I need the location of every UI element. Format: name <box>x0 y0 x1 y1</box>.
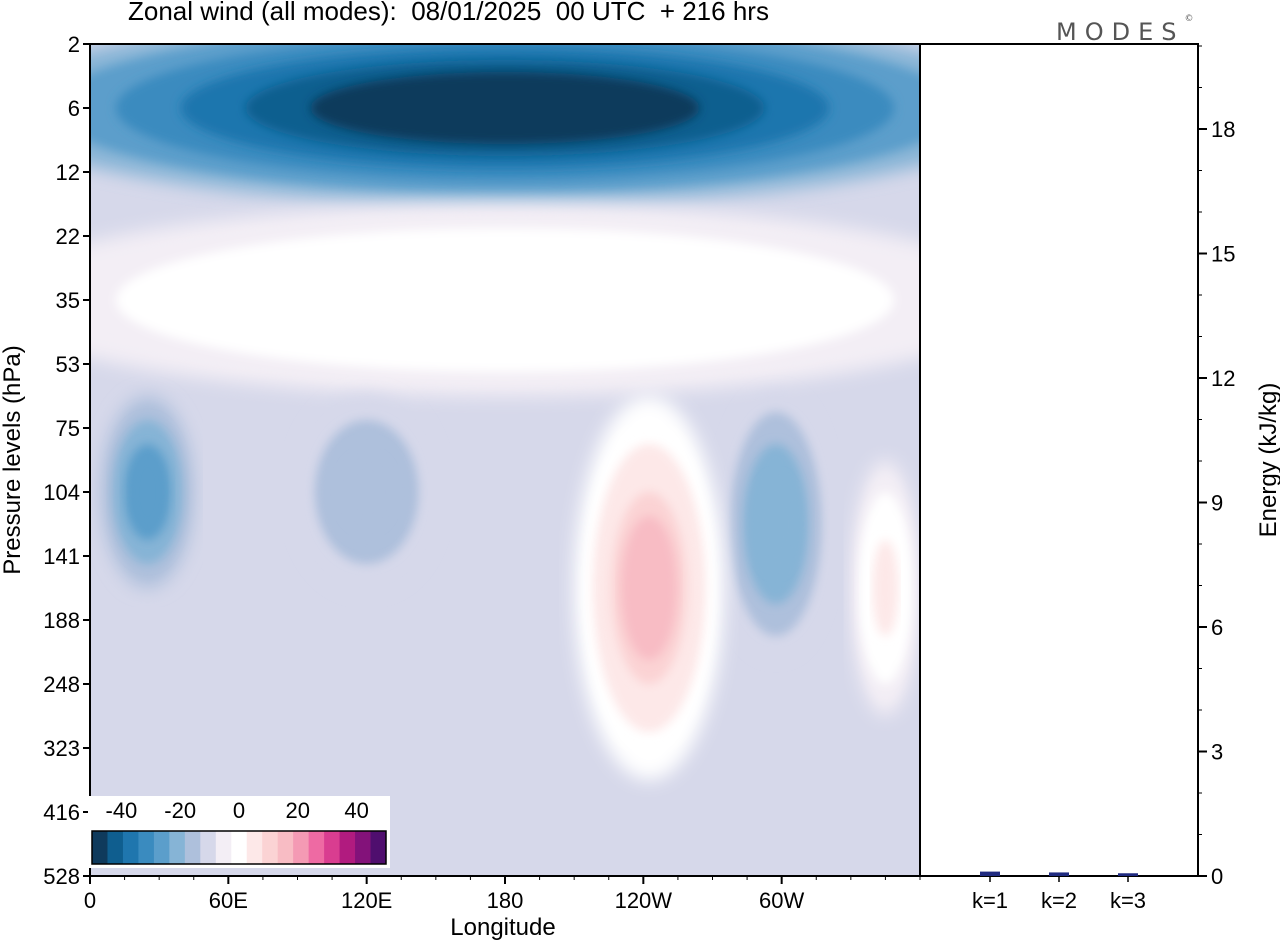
colorbar-frame <box>91 830 387 865</box>
x-tick-label: 60W <box>759 888 804 913</box>
colorbar-tick-label: 20 <box>286 798 310 823</box>
colorbar-swatch <box>138 831 155 864</box>
colorbar-swatch <box>215 831 232 864</box>
colorbar-swatch <box>293 831 310 864</box>
y-tick-label: 323 <box>43 736 80 761</box>
copyright-mark: © <box>1184 14 1194 24</box>
energy-tick-label: 3 <box>1211 740 1223 765</box>
energy-tick-label: 0 <box>1211 864 1223 889</box>
y-tick-label: 35 <box>56 288 80 313</box>
energy-tick-label: 15 <box>1211 242 1235 267</box>
field-region <box>574 396 725 780</box>
chart-title: Zonal wind (all modes): 08/01/2025 00 UT… <box>128 0 769 26</box>
x-tick-label: 60E <box>209 888 248 913</box>
contour-level <box>872 540 899 636</box>
y-tick-label: 6 <box>68 96 80 121</box>
colorbar-swatch <box>262 831 279 864</box>
contour-level <box>310 72 700 144</box>
y-tick-label: 141 <box>43 544 80 569</box>
field-region <box>850 460 920 716</box>
field-region <box>724 396 828 652</box>
colorbar: -40 -20 0 20 40 <box>88 796 390 868</box>
y-tick-label: 416 <box>43 800 80 825</box>
x-tick-label: 120W <box>615 888 673 913</box>
brand-text: MODES <box>1056 18 1185 46</box>
colorbar-swatch <box>308 831 325 864</box>
colorbar-swatch <box>200 831 217 864</box>
energy-category-label: k=3 <box>1110 888 1146 913</box>
energy-bar <box>1118 873 1138 876</box>
colorbar-swatch <box>184 831 201 864</box>
energy-tick-label: 12 <box>1211 366 1235 391</box>
energy-bar <box>980 871 1000 876</box>
y-tick-label: 2 <box>68 32 80 57</box>
energy-category-label: k=2 <box>1041 888 1077 913</box>
field-region <box>90 204 920 396</box>
colorbar-swatch <box>339 831 356 864</box>
colorbar-swatch <box>107 831 124 864</box>
modes-logo: MODES© <box>1056 14 1193 46</box>
y-tick-label: 75 <box>56 416 80 441</box>
energy-axis-label: Energy (kJ/kg) <box>1255 383 1280 538</box>
colorbar-swatch <box>169 831 186 864</box>
y-tick-label: 53 <box>56 352 80 377</box>
colorbar-swatch <box>246 831 263 864</box>
y-tick-label: 188 <box>43 608 80 633</box>
colorbar-tick-label: -40 <box>106 798 138 823</box>
zonal-wind-field <box>90 44 920 876</box>
x-axis-label: Longitude <box>450 914 555 941</box>
colorbar-swatch <box>370 831 387 864</box>
colorbar-swatch <box>277 831 294 864</box>
y-tick-label: 528 <box>43 864 80 889</box>
x-tick-label: 120E <box>341 888 392 913</box>
colorbar-swatch <box>231 831 248 864</box>
field-region <box>90 44 920 204</box>
colorbar-swatch <box>153 831 170 864</box>
contour-level <box>340 456 393 528</box>
colorbar-swatch <box>92 831 108 864</box>
energy-panel: 0 3 6 9 12 15 18 Energy (kJ/kg) k=1 k=2 k=3 <box>919 43 1280 913</box>
colorbar-swatch <box>324 831 341 864</box>
colorbar-swatch <box>122 831 139 864</box>
energy-tick-label: 6 <box>1211 615 1223 640</box>
x-tick-label: 180 <box>487 888 524 913</box>
x-tick-label: 0 <box>84 888 96 913</box>
energy-tick-label: 18 <box>1211 117 1235 142</box>
contour-level <box>310 264 700 336</box>
field-region <box>297 396 436 588</box>
field-region <box>101 396 194 588</box>
colorbar-tick-label: -20 <box>164 798 196 823</box>
colorbar-tick-label: 40 <box>344 798 368 823</box>
y-tick-label: 12 <box>56 160 80 185</box>
contour-level <box>620 516 678 660</box>
energy-bar <box>1049 872 1069 876</box>
colorbar-swatch <box>355 831 372 864</box>
y-tick-label: 104 <box>43 480 80 505</box>
colorbar-tick-label: 0 <box>233 798 245 823</box>
energy-category-label: k=1 <box>972 888 1008 913</box>
contour-level <box>130 456 165 528</box>
y-tick-label: 22 <box>56 224 80 249</box>
energy-tick-label: 9 <box>1211 491 1223 516</box>
y-axis-label: Pressure levels (hPa) <box>0 345 26 574</box>
contour-level <box>756 476 796 572</box>
y-tick-label: 248 <box>43 672 80 697</box>
energy-frame <box>919 43 1199 877</box>
